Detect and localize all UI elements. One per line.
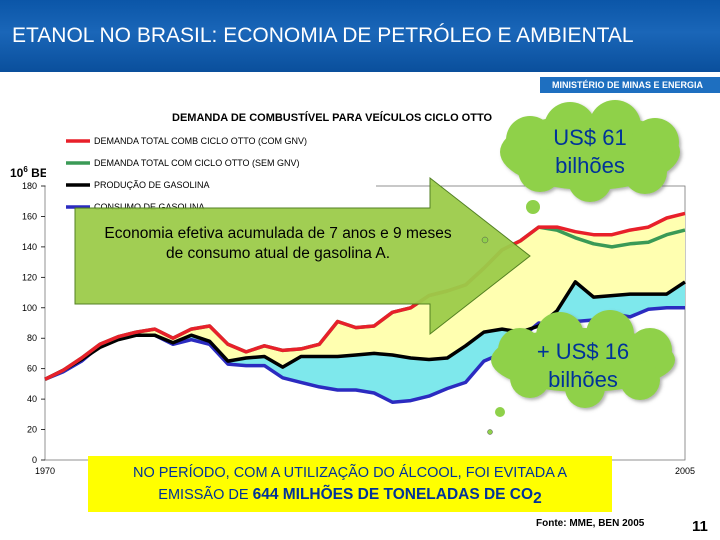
y-tick-label: 80 [27, 333, 37, 343]
footer-box [88, 456, 612, 512]
series-line-1 [44, 211, 686, 381]
y-axis: 0 20 40 60 80 100 120 140 160 180 [22, 181, 45, 465]
title-bar: ETANOL NO BRASIL: ECONOMIA DE PETRÓLEO E… [0, 0, 720, 72]
y-tick-label: 120 [22, 272, 37, 282]
page-number: 11 [692, 518, 708, 535]
y-tick-label: 60 [27, 364, 37, 374]
savings-arrow [74, 176, 531, 336]
chart-title: DEMANDA DE COMBUSTÍVEL PARA VEÍCULOS CIC… [172, 112, 493, 124]
cloud-bottom-bubble [495, 407, 505, 417]
cloud-top-bubble-small [481, 236, 489, 244]
cloud-bottom-text: + US$ 16 bilhões [536, 339, 630, 392]
cloud-top-text: US$ 61 bilhões [553, 125, 627, 178]
cloud-bottom [491, 310, 675, 408]
legend-label: PRODUÇÃO DE GASOLINA [94, 180, 210, 190]
x-tick-label: 2005 [675, 466, 695, 476]
x-axis: 1970 2005 [35, 466, 695, 476]
footer-highlight: 644 MILHÕES DE TONELADAS DE CO [252, 486, 534, 503]
y-tick-label: 180 [22, 181, 37, 191]
cloud-top-bubble [526, 200, 540, 214]
ministry-banner: MINISTÉRIO DE MINAS E ENERGIA [540, 77, 720, 93]
savings-area-export [45, 281, 685, 403]
legend-label: DEMANDA TOTAL COM CICLO OTTO (SEM GNV) [94, 158, 300, 168]
legend-box [46, 130, 376, 210]
arrow-text: Economia efetiva acumulada de 7 anos e 9… [104, 225, 452, 262]
y-tick-label: 100 [22, 303, 37, 313]
x-tick-label: 1970 [35, 466, 55, 476]
legend: DEMANDA TOTAL COMB CICLO OTTO (COM GNV) D… [46, 130, 376, 212]
cloud-top [500, 100, 680, 202]
footer-prefix: NO PERÍODO, COM A UTILIZAÇÃO DO ÁLCOOL, … [132, 465, 568, 503]
source-note: Fonte: MME, BEN 2005 [536, 518, 645, 529]
series-line-3 [44, 280, 686, 381]
cloud-bottom-bubble-small [487, 429, 493, 435]
y-tick-label: 160 [22, 211, 37, 221]
page-title: ETANOL NO BRASIL: ECONOMIA DE PETRÓLEO E… [12, 24, 634, 47]
legend-label: CONSUMO DE GASOLINA [94, 202, 205, 212]
y-tick-label: 0 [32, 455, 37, 465]
y-tick-label: 40 [27, 394, 37, 404]
footer-text: NO PERÍODO, COM A UTILIZAÇÃO DO ÁLCOOL, … [114, 462, 586, 510]
y-tick-label: 20 [27, 425, 37, 435]
legend-label: DEMANDA TOTAL COMB CICLO OTTO (COM GNV) [94, 136, 307, 146]
footer-co2-subscript: 2 [533, 489, 542, 507]
y-tick-label: 140 [22, 242, 37, 252]
